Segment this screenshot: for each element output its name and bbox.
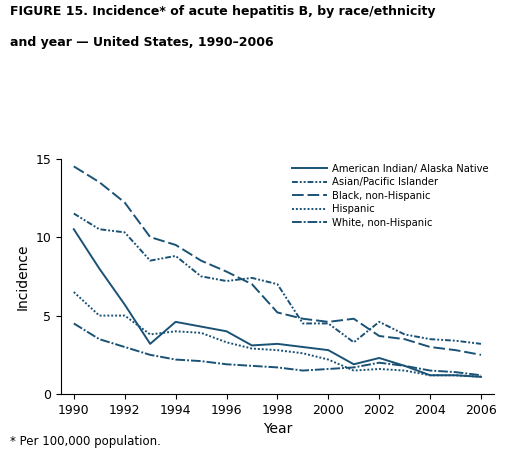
American Indian/ Alaska Native xyxy=(402,363,408,369)
Hispanic xyxy=(122,313,128,318)
Hispanic xyxy=(223,340,230,345)
Black, non-Hispanic xyxy=(122,200,128,205)
White, non-Hispanic xyxy=(96,337,102,342)
Hispanic xyxy=(351,368,357,373)
Asian/Pacific Islander xyxy=(376,319,382,325)
Asian/Pacific Islander xyxy=(122,230,128,235)
Hispanic xyxy=(96,313,102,318)
Hispanic xyxy=(402,368,408,373)
Black, non-Hispanic xyxy=(249,281,255,287)
Hispanic xyxy=(478,374,484,380)
Line: White, non-Hispanic: White, non-Hispanic xyxy=(74,323,481,375)
Asian/Pacific Islander xyxy=(453,338,459,343)
Line: Black, non-Hispanic: Black, non-Hispanic xyxy=(74,166,481,355)
American Indian/ Alaska Native xyxy=(478,374,484,380)
White, non-Hispanic xyxy=(402,363,408,369)
White, non-Hispanic xyxy=(173,357,179,362)
Asian/Pacific Islander xyxy=(96,226,102,232)
Text: and year — United States, 1990–2006: and year — United States, 1990–2006 xyxy=(10,36,274,49)
Y-axis label: Incidence: Incidence xyxy=(16,243,30,309)
Asian/Pacific Islander xyxy=(427,337,433,342)
X-axis label: Year: Year xyxy=(263,422,292,436)
Asian/Pacific Islander xyxy=(71,211,77,216)
Black, non-Hispanic xyxy=(376,333,382,339)
Line: American Indian/ Alaska Native: American Indian/ Alaska Native xyxy=(74,229,481,377)
American Indian/ Alaska Native xyxy=(71,226,77,232)
White, non-Hispanic xyxy=(71,321,77,326)
American Indian/ Alaska Native xyxy=(427,372,433,378)
American Indian/ Alaska Native xyxy=(325,347,331,353)
Black, non-Hispanic xyxy=(300,316,306,322)
White, non-Hispanic xyxy=(351,365,357,370)
Black, non-Hispanic xyxy=(147,234,153,240)
Black, non-Hispanic xyxy=(402,337,408,342)
Black, non-Hispanic xyxy=(453,347,459,353)
American Indian/ Alaska Native xyxy=(198,324,204,329)
White, non-Hispanic xyxy=(122,344,128,350)
Hispanic xyxy=(274,347,280,353)
American Indian/ Alaska Native xyxy=(173,319,179,325)
Black, non-Hispanic xyxy=(96,179,102,185)
White, non-Hispanic xyxy=(427,368,433,373)
Hispanic xyxy=(71,289,77,295)
Asian/Pacific Islander xyxy=(300,321,306,326)
White, non-Hispanic xyxy=(198,358,204,364)
Legend: American Indian/ Alaska Native, Asian/Pacific Islander, Black, non-Hispanic, His: American Indian/ Alaska Native, Asian/Pa… xyxy=(292,164,489,227)
Hispanic xyxy=(376,366,382,372)
Hispanic xyxy=(453,372,459,378)
American Indian/ Alaska Native xyxy=(351,361,357,367)
White, non-Hispanic xyxy=(453,369,459,375)
White, non-Hispanic xyxy=(223,361,230,367)
Black, non-Hispanic xyxy=(71,164,77,169)
American Indian/ Alaska Native xyxy=(249,343,255,348)
American Indian/ Alaska Native xyxy=(376,355,382,361)
Black, non-Hispanic xyxy=(351,316,357,322)
Asian/Pacific Islander xyxy=(223,278,230,284)
White, non-Hispanic xyxy=(325,366,331,372)
Black, non-Hispanic xyxy=(427,344,433,350)
American Indian/ Alaska Native xyxy=(96,266,102,271)
Hispanic xyxy=(325,357,331,362)
American Indian/ Alaska Native xyxy=(122,302,128,307)
Asian/Pacific Islander xyxy=(274,281,280,287)
Black, non-Hispanic xyxy=(325,319,331,325)
Text: FIGURE 15. Incidence* of acute hepatitis B, by race/ethnicity: FIGURE 15. Incidence* of acute hepatitis… xyxy=(10,5,436,18)
Line: Hispanic: Hispanic xyxy=(74,292,481,377)
Asian/Pacific Islander xyxy=(198,274,204,279)
American Indian/ Alaska Native xyxy=(147,341,153,347)
White, non-Hispanic xyxy=(249,363,255,369)
Asian/Pacific Islander xyxy=(147,258,153,263)
Black, non-Hispanic xyxy=(198,258,204,263)
Hispanic xyxy=(173,328,179,334)
Text: * Per 100,000 population.: * Per 100,000 population. xyxy=(10,435,161,448)
Hispanic xyxy=(427,372,433,378)
Hispanic xyxy=(300,351,306,356)
White, non-Hispanic xyxy=(147,352,153,357)
Black, non-Hispanic xyxy=(478,352,484,357)
Hispanic xyxy=(249,346,255,351)
Asian/Pacific Islander xyxy=(478,341,484,347)
Asian/Pacific Islander xyxy=(325,321,331,326)
Black, non-Hispanic xyxy=(173,242,179,248)
White, non-Hispanic xyxy=(376,360,382,366)
Hispanic xyxy=(147,332,153,337)
Asian/Pacific Islander xyxy=(249,275,255,280)
Hispanic xyxy=(198,330,204,336)
American Indian/ Alaska Native xyxy=(223,328,230,334)
White, non-Hispanic xyxy=(478,372,484,378)
American Indian/ Alaska Native xyxy=(300,344,306,350)
American Indian/ Alaska Native xyxy=(453,372,459,378)
White, non-Hispanic xyxy=(300,368,306,373)
American Indian/ Alaska Native xyxy=(274,341,280,347)
Asian/Pacific Islander xyxy=(173,253,179,259)
Black, non-Hispanic xyxy=(223,269,230,275)
White, non-Hispanic xyxy=(274,365,280,370)
Asian/Pacific Islander xyxy=(351,340,357,345)
Line: Asian/Pacific Islander: Asian/Pacific Islander xyxy=(74,213,481,344)
Asian/Pacific Islander xyxy=(402,332,408,337)
Black, non-Hispanic xyxy=(274,310,280,315)
